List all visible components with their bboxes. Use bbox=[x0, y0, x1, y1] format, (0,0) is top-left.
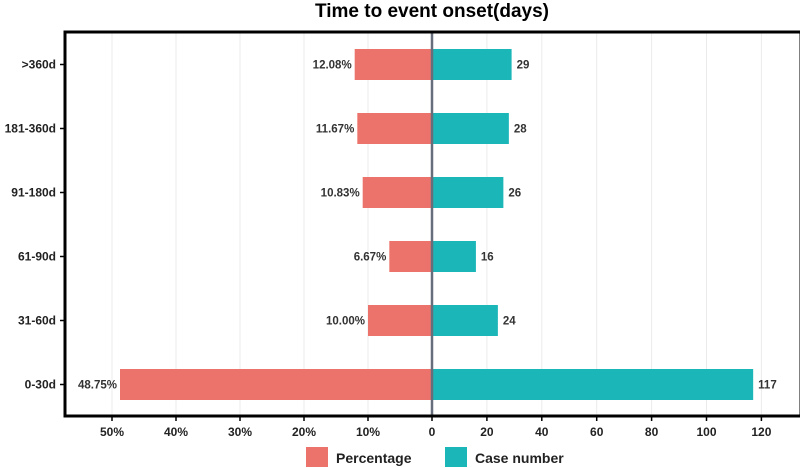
plot-frame bbox=[63, 30, 800, 418]
legend-swatch-case-number bbox=[445, 447, 467, 467]
bar-percentage bbox=[389, 241, 432, 272]
x-tick-label-left: 40% bbox=[164, 425, 188, 439]
bar-case-number bbox=[432, 113, 509, 144]
legend-label-percentage: Percentage bbox=[336, 450, 412, 466]
x-tick-label-right: 0 bbox=[429, 425, 436, 439]
data-label-case-number: 24 bbox=[503, 316, 516, 328]
bar-percentage bbox=[354, 49, 432, 80]
category-label: 61-90d bbox=[18, 250, 56, 264]
legend-label-case-number: Case number bbox=[475, 450, 564, 466]
data-label-case-number: 117 bbox=[758, 380, 777, 392]
x-tick-label-right: 60 bbox=[590, 425, 604, 439]
data-label-case-number: 26 bbox=[508, 188, 521, 200]
bar-layer bbox=[120, 49, 754, 400]
bar-percentage bbox=[362, 177, 432, 208]
grid-layer bbox=[111, 32, 762, 416]
x-tick-label-right: 100 bbox=[696, 425, 716, 439]
data-label-percentage: 10.83% bbox=[321, 188, 360, 200]
bar-case-number bbox=[432, 49, 512, 80]
label-layer: 48.75% 117 10.00% 24 6.67% 16 10.83% 26 11.67% 28… bbox=[78, 60, 777, 392]
legend: Percentage Case number bbox=[306, 447, 564, 467]
data-label-percentage: 10.00% bbox=[326, 316, 365, 328]
x-tick-label-right: 20 bbox=[480, 425, 494, 439]
bar-case-number bbox=[432, 177, 504, 208]
axis-layer: 50% 40% 30% 20% 10% 0 20 40 60 80 100 120 0-30d 31-60… bbox=[5, 58, 772, 440]
data-label-case-number: 16 bbox=[481, 252, 494, 264]
data-label-percentage: 12.08% bbox=[313, 60, 352, 72]
category-label: 91-180d bbox=[11, 186, 56, 200]
x-tick-label-left: 20% bbox=[292, 425, 316, 439]
category-label: 181-360d bbox=[5, 122, 56, 136]
data-label-percentage: 48.75% bbox=[78, 380, 117, 392]
category-label: 31-60d bbox=[18, 314, 56, 328]
bar-case-number bbox=[432, 305, 498, 336]
data-label-percentage: 11.67% bbox=[316, 124, 354, 136]
x-tick-label-right: 80 bbox=[645, 425, 659, 439]
legend-swatch-percentage bbox=[306, 447, 328, 467]
data-label-case-number: 28 bbox=[514, 124, 527, 136]
x-tick-label-right: 120 bbox=[751, 425, 771, 439]
bar-percentage bbox=[357, 113, 432, 144]
x-tick-label-left: 10% bbox=[356, 425, 380, 439]
chart-title: Time to event onset(days) bbox=[315, 1, 549, 22]
data-label-case-number: 29 bbox=[517, 60, 530, 72]
x-tick-label-right: 40 bbox=[535, 425, 549, 439]
x-tick-label-left: 50% bbox=[100, 425, 124, 439]
bar-case-number bbox=[432, 369, 754, 400]
category-label: 0-30d bbox=[25, 378, 56, 392]
bar-case-number bbox=[432, 241, 476, 272]
data-label-percentage: 6.67% bbox=[354, 252, 387, 264]
category-label: >360d bbox=[22, 58, 56, 72]
x-tick-label-left: 30% bbox=[228, 425, 252, 439]
bar-percentage bbox=[368, 305, 432, 336]
bar-percentage bbox=[120, 369, 432, 400]
